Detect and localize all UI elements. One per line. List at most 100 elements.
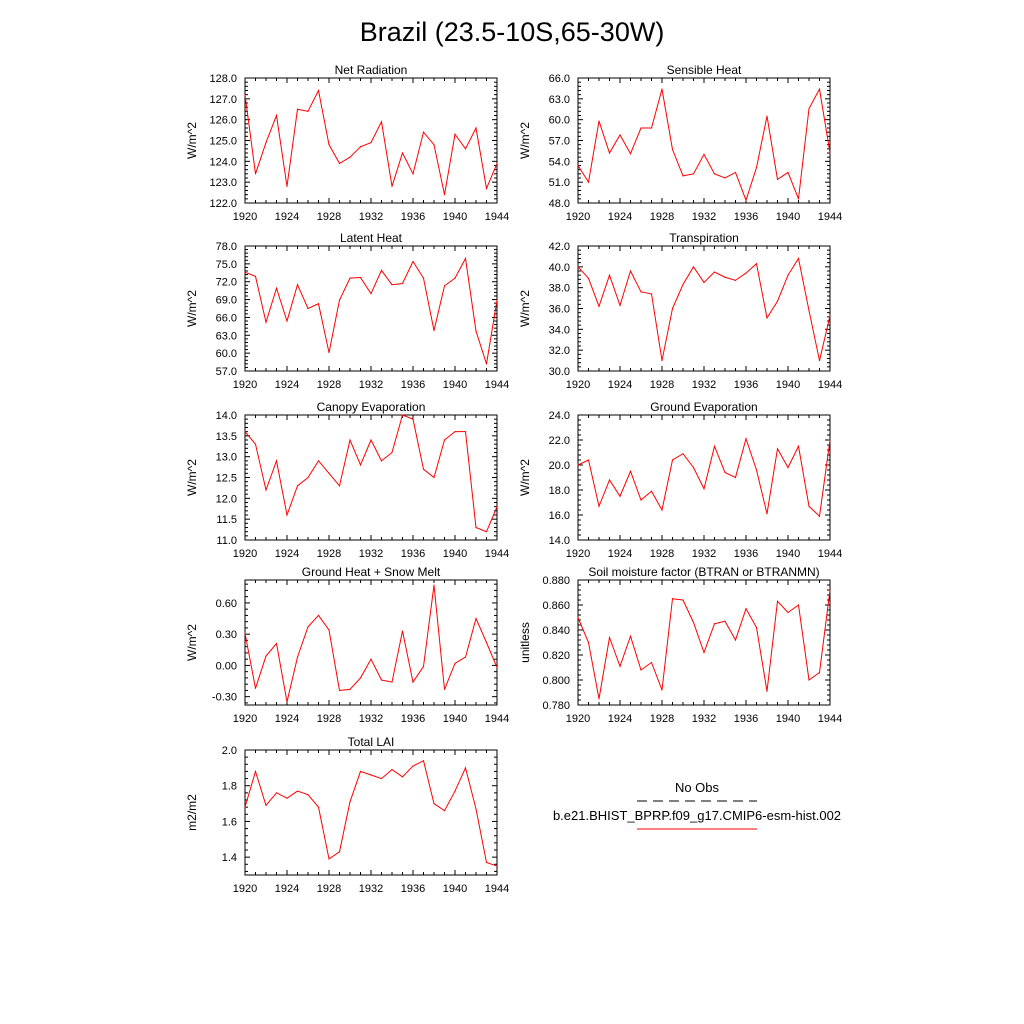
data-point [422,131,425,133]
data-point [619,665,621,667]
data-point [286,701,288,703]
data-point [412,260,414,263]
data-point [265,655,267,657]
x-tick-label: 1920 [233,211,257,223]
data-point [454,133,456,135]
data-point [598,120,600,122]
data-point [808,309,810,312]
data-point [713,173,716,175]
data-point [296,284,299,286]
data-point [454,277,456,279]
x-tick-label: 1932 [692,379,716,391]
x-tick-label: 1932 [359,379,383,391]
data-point [338,162,341,165]
x-tick-label: 1936 [734,379,758,391]
data-point [692,621,695,624]
x-tick-label: 1936 [401,548,425,560]
x-tick-label: 1920 [233,379,257,391]
data-point [755,469,758,471]
data-point [244,632,246,634]
chart-panel-3: Latent Heat 1920 1924 1928 1932 1936 1940 1944 5… [185,231,509,391]
data-point [776,448,779,450]
data-point [349,277,351,279]
data-point [745,438,747,440]
data-point [829,439,831,441]
data-point [587,277,590,279]
data-point [650,661,653,664]
y-tick-label: 0.780 [542,700,570,712]
data-point [370,439,372,441]
data-point [797,604,800,606]
x-tick-label: 1920 [566,548,590,560]
y-tick-label: 126.0 [209,115,237,127]
data-point [629,635,632,637]
data-point [745,272,747,274]
y-tick-label: 125.0 [209,136,237,148]
data-point [661,359,663,362]
y-tick-label: 66.0 [549,73,570,85]
data-point [608,152,611,154]
x-tick-label: 1920 [566,713,590,725]
data-point [275,287,278,289]
x-tick-label: 1920 [566,211,590,223]
data-point [464,431,467,433]
y-tick-label: 48.0 [549,198,570,210]
data-point [713,623,716,625]
legend-model-label: b.e21.BHIST_BPRP.f09_g17.CMIP6-esm-hist.… [553,808,841,823]
x-tick-label: 1920 [233,548,257,560]
data-point [433,476,435,479]
data-point [464,148,467,150]
data-point [734,476,737,479]
data-point [391,681,393,683]
chart-panel-2: Sensible Heat 1920 1924 1928 1932 1936 1940 194… [518,63,842,223]
data-point [307,626,309,628]
data-point [286,320,288,322]
plot-frame [577,77,831,204]
x-tick-label: 1920 [233,883,257,895]
data-point [317,614,320,617]
data-point [577,164,579,167]
data-point [797,445,800,447]
data-point [296,108,299,110]
legend: No Obs b.e21.BHIST_BPRP.f09_g17.CMIP6-es… [553,780,841,830]
y-tick-label: 54.0 [549,156,570,168]
data-point [724,276,726,278]
data-point [443,194,446,196]
x-tick-label: 1932 [692,211,716,223]
y-tick-label: 78.0 [216,241,237,253]
data-point [818,671,821,674]
y-tick-label: 51.0 [549,177,570,189]
data-point [401,152,404,154]
data-point [412,173,414,175]
data-point [380,269,383,272]
y-tick-label: 30.0 [549,366,570,378]
plot-frame [577,414,831,541]
data-point [496,865,498,867]
x-tick-label: 1940 [776,211,800,223]
data-point [619,134,621,136]
data-point [265,141,267,144]
data-point [787,611,789,614]
data-point [286,185,288,187]
data-point [776,600,779,602]
data-point [598,698,600,700]
data-point [485,187,488,190]
data-point [254,443,257,445]
y-tick-label: 72.0 [216,277,237,289]
x-tick-label: 1944 [485,211,509,223]
y-tick-label: 38.0 [549,283,570,295]
data-point [485,861,488,864]
panel-title: Soil moisture factor (BTRAN or BTRANMN) [588,565,819,579]
data-point [254,275,257,277]
data-point [787,466,789,469]
data-point [724,177,726,179]
data-point [433,802,435,805]
data-point [703,488,705,490]
x-tick-label: 1940 [443,548,467,560]
data-point [808,679,810,681]
data-point [338,689,341,692]
x-tick-label: 1928 [317,883,341,895]
y-tick-label: 36.0 [549,304,570,316]
data-point [629,153,632,155]
